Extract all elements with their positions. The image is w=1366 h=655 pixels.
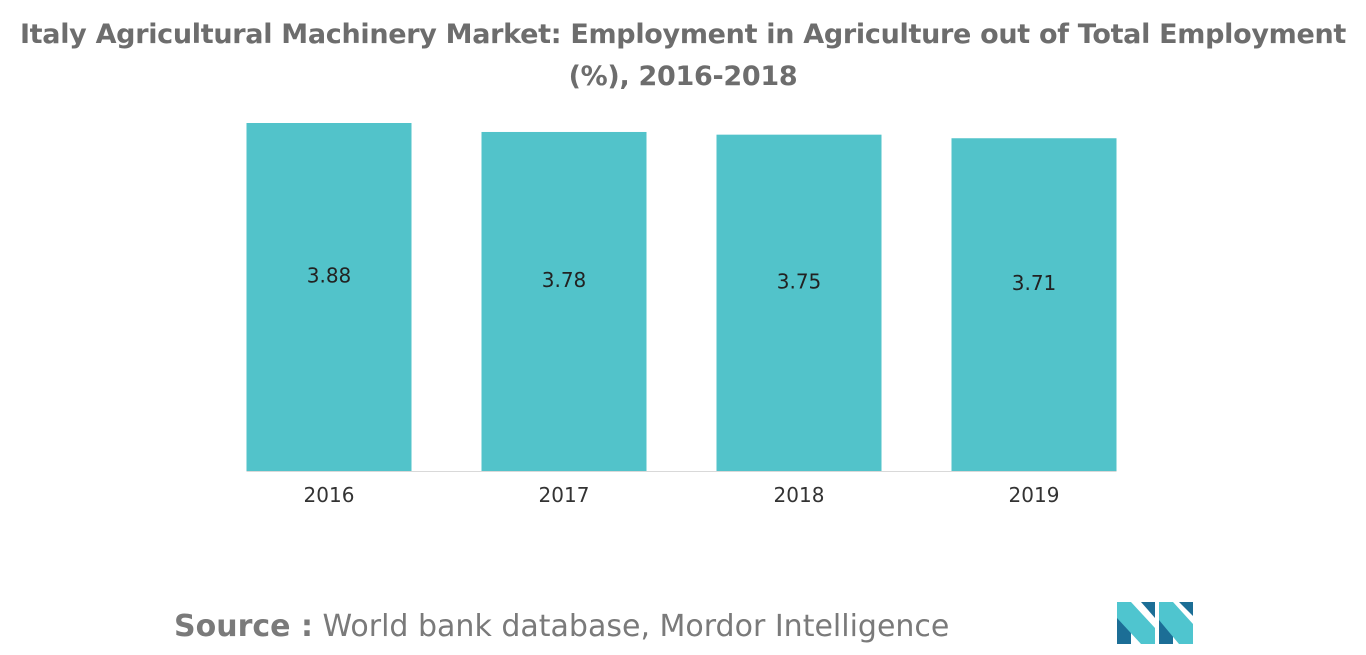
x-tick-label-2016: 2016 [304, 483, 355, 507]
x-tick-label-2017: 2017 [539, 483, 590, 507]
x-tick-label-2019: 2019 [1009, 483, 1060, 507]
source-label: Source : [174, 609, 313, 644]
bar-2016 [246, 123, 412, 471]
bar-2018 [716, 134, 882, 471]
chart-title: Italy Agricultural Machinery Market: Emp… [19, 19, 1347, 92]
source-text: World bank database, Mordor Intelligence [322, 609, 950, 644]
x-tick-labels-group: 2016 2017 2018 2019 [304, 483, 1060, 507]
bar-2017 [481, 131, 647, 472]
bar-chart: 3.88 3.78 3.75 3.71 2016 2017 2018 2019 [246, 123, 1117, 507]
value-labels-group: 3.88 3.78 3.75 3.71 [307, 264, 1057, 296]
value-label-2018: 3.75 [777, 269, 822, 293]
bar-2019 [951, 138, 1117, 471]
bars-group [246, 123, 1117, 472]
mordor-intelligence-logo-icon [1117, 602, 1193, 644]
value-label-2017: 3.78 [542, 268, 587, 292]
x-tick-label-2018: 2018 [774, 483, 825, 507]
value-label-2016: 3.88 [307, 264, 352, 288]
value-label-2019: 3.71 [1012, 271, 1057, 295]
source-note: Source : World bank database, Mordor Int… [174, 606, 949, 648]
